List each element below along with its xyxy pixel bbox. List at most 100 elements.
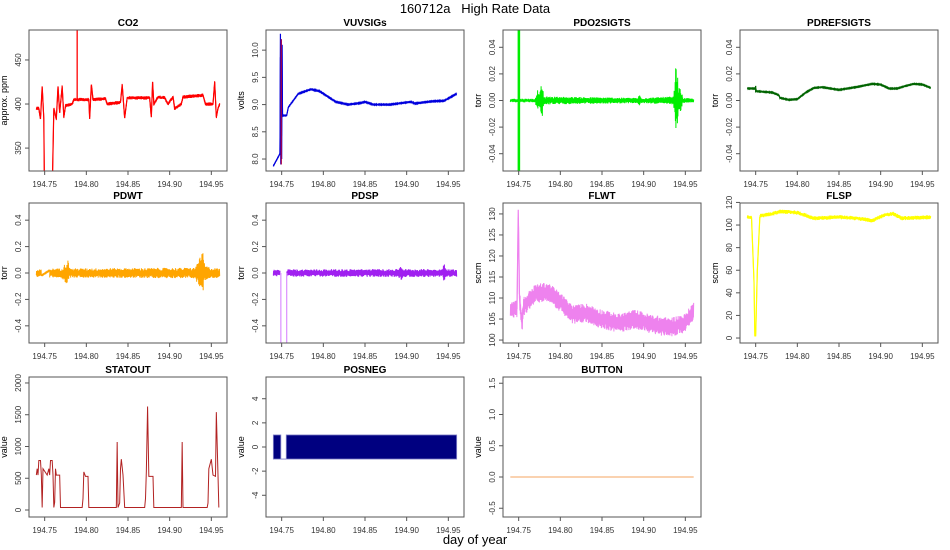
y-tick-label: 40 — [725, 288, 734, 297]
y-axis-label: sccm — [710, 263, 720, 284]
y-tick-label: 0.4 — [14, 214, 23, 226]
x-tick-label: 194.80 — [311, 352, 336, 361]
panel-title: PDWT — [113, 191, 142, 202]
y-tick-label: 0.5 — [488, 440, 497, 452]
y-tick-label: 105 — [488, 312, 497, 326]
y-tick-label: -0.02 — [725, 117, 734, 136]
y-tick-label: -0.4 — [14, 318, 23, 332]
x-tick-label: 194.90 — [631, 526, 656, 535]
x-tick-label: 194.85 — [116, 180, 141, 189]
y-axis-label: approx. ppm — [0, 75, 9, 125]
x-tick-label: 194.90 — [868, 352, 893, 361]
panel-title: PDREFSIGTS — [807, 18, 871, 29]
series-line — [35, 81, 221, 171]
series-line — [751, 216, 761, 337]
plot-frame — [502, 376, 702, 518]
y-tick-label: 1.0 — [488, 408, 497, 420]
y-tick-label: 1.5 — [488, 377, 497, 389]
panel-title: PDSP — [351, 191, 379, 202]
plot-area — [35, 406, 220, 508]
x-tick-label: 194.80 — [785, 180, 810, 189]
y-tick-label: 0.4 — [251, 214, 260, 226]
series-line — [509, 217, 695, 337]
x-tick-label: 194.85 — [353, 180, 378, 189]
x-tick-label: 194.85 — [116, 526, 141, 535]
y-tick-label: -0.4 — [251, 318, 260, 332]
panel-title: FLSP — [826, 191, 852, 202]
plot-area — [272, 264, 458, 343]
x-tick-label: 194.85 — [353, 526, 378, 535]
x-tick-label: 194.75 — [32, 352, 57, 361]
y-tick-label: 2 — [251, 420, 260, 425]
y-tick-label: 0.0 — [488, 471, 497, 483]
panel-title: PDO2SIGTS — [573, 18, 631, 29]
plot-area — [272, 33, 458, 167]
y-axis-label: value — [473, 436, 483, 458]
x-tick-label: 194.80 — [785, 352, 810, 361]
x-tick-label: 194.95 — [436, 352, 461, 361]
panel-title: STATOUT — [105, 365, 151, 376]
y-axis-label: torr — [473, 94, 483, 108]
y-tick-label: 1500 — [14, 405, 23, 423]
y-tick-label: 400 — [14, 97, 23, 111]
y-tick-label: 0.04 — [488, 39, 497, 55]
x-tick-label: 194.95 — [436, 180, 461, 189]
series-line — [272, 269, 281, 277]
y-tick-label: 60 — [725, 265, 734, 274]
plot-area — [272, 434, 458, 460]
y-axis-label: torr — [0, 266, 9, 280]
x-axis-label: day of year — [443, 532, 508, 547]
panel-pdo2sigts: PDO2SIGTS torr 194.75 194.80 194.85 194.90 194… — [473, 18, 702, 189]
x-tick-label: 194.80 — [548, 526, 573, 535]
y-tick-label: -0.04 — [725, 144, 734, 163]
x-tick-label: 194.75 — [506, 526, 531, 535]
y-tick-label: 9.0 — [251, 98, 260, 110]
series-line — [286, 264, 458, 281]
figure-title: 160712a High Rate Data — [400, 1, 551, 16]
x-tick-label: 194.75 — [269, 180, 294, 189]
y-tick-label: 120 — [488, 249, 497, 263]
x-tick-label: 194.90 — [157, 352, 182, 361]
y-tick-label: 0 — [251, 444, 260, 449]
x-tick-label: 194.75 — [743, 352, 768, 361]
x-tick-label: 194.80 — [548, 352, 573, 361]
y-tick-label: 0.2 — [14, 240, 23, 252]
y-tick-label: 80 — [725, 243, 734, 252]
x-tick-label: 194.80 — [311, 526, 336, 535]
series-line — [510, 209, 695, 329]
x-tick-label: 194.75 — [743, 180, 768, 189]
series-line — [509, 68, 695, 128]
x-tick-label: 194.80 — [548, 180, 573, 189]
y-tick-label: 0.04 — [725, 39, 734, 55]
data-band — [285, 434, 458, 460]
y-tick-label: 8.0 — [251, 153, 260, 165]
y-tick-label: 120 — [725, 195, 734, 209]
y-tick-label: 0.2 — [251, 240, 260, 252]
series-line — [272, 33, 457, 167]
x-tick-label: 194.90 — [394, 526, 419, 535]
x-tick-label: 194.90 — [631, 352, 656, 361]
x-tick-label: 194.90 — [868, 180, 893, 189]
panel-pdsp: PDSP torr 194.75 194.80 194.85 194.90 194.95 -0… — [236, 191, 465, 361]
panel-title: FLWT — [588, 191, 615, 202]
panel-statout: STATOUT value 194.75 194.80 194.85 194.90 194.… — [0, 365, 228, 535]
x-tick-label: 194.95 — [199, 180, 224, 189]
panel-title: BUTTON — [581, 365, 622, 376]
plot-area — [509, 209, 695, 337]
y-tick-label: 10.0 — [251, 42, 260, 58]
x-tick-label: 194.95 — [910, 180, 935, 189]
x-tick-label: 194.85 — [353, 352, 378, 361]
panel-pdwt: PDWT torr 194.75 194.80 194.85 194.90 194.95 -0… — [0, 191, 228, 361]
x-tick-label: 194.95 — [673, 180, 698, 189]
series-line — [35, 269, 42, 277]
y-tick-label: 100 — [488, 333, 497, 347]
x-tick-label: 194.95 — [436, 526, 461, 535]
x-tick-label: 194.90 — [394, 352, 419, 361]
y-tick-label: 8.5 — [251, 126, 260, 138]
panel-posneg: POSNEG value 194.75 194.80 194.85 194.90 194.9… — [236, 365, 465, 535]
x-tick-label: 194.95 — [199, 526, 224, 535]
y-tick-label: 0.00 — [488, 92, 497, 108]
plot-area — [746, 209, 932, 337]
y-tick-label: -0.5 — [488, 501, 497, 515]
x-tick-label: 194.85 — [590, 180, 615, 189]
